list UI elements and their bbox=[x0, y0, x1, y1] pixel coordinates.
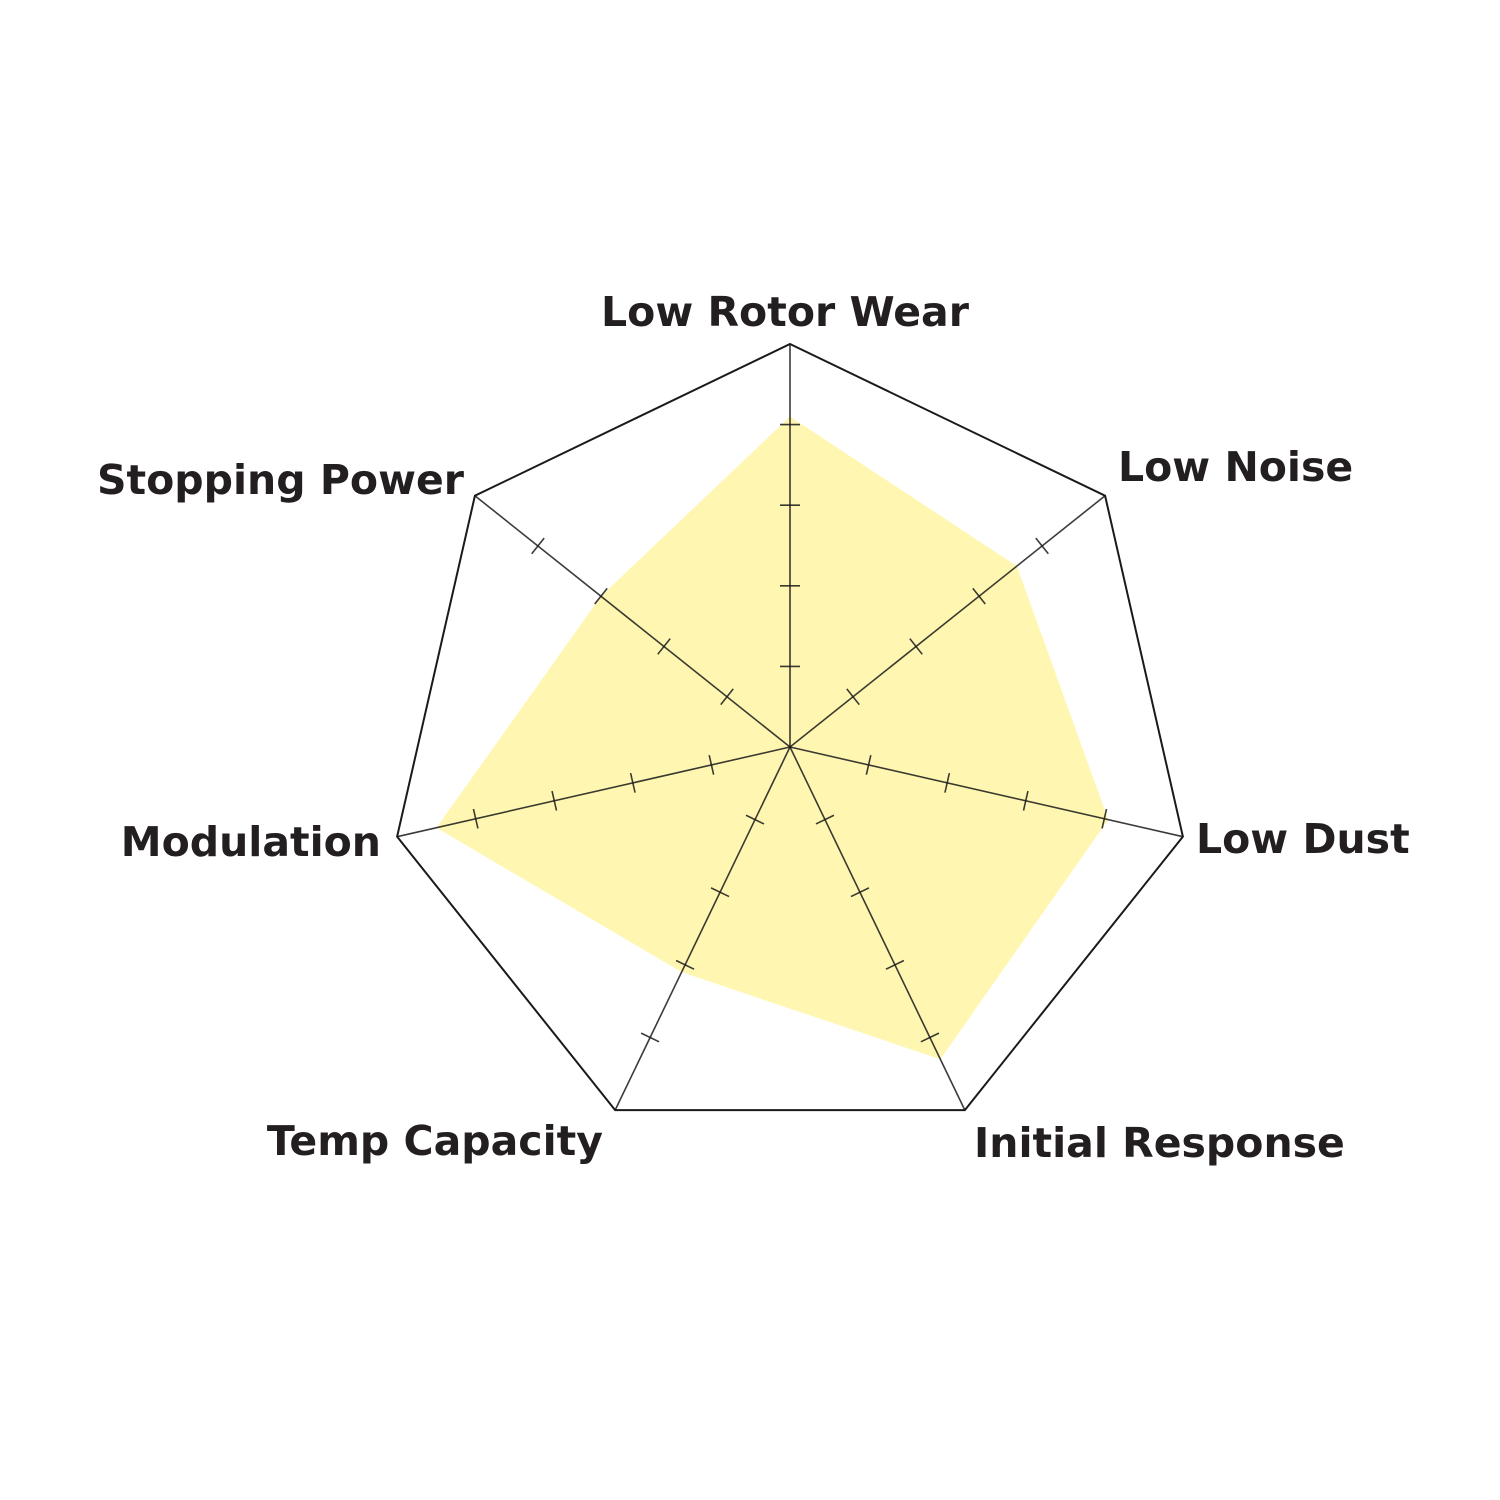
axis-tick bbox=[640, 1032, 660, 1043]
outer-polygon bbox=[396, 342, 1184, 1112]
axis-tick bbox=[745, 814, 765, 825]
axis-label: Temp Capacity bbox=[267, 1117, 603, 1165]
axis-tick bbox=[675, 959, 695, 970]
axis-label: Stopping Power bbox=[97, 456, 465, 504]
axis-line bbox=[614, 746, 791, 1111]
data-area bbox=[436, 416, 1109, 1060]
axis-tick bbox=[815, 814, 835, 825]
axis-line bbox=[789, 495, 1106, 748]
axis-tick bbox=[1022, 790, 1029, 811]
axis-tick bbox=[629, 772, 636, 793]
axis-tick bbox=[885, 959, 905, 970]
axis-tick bbox=[850, 887, 870, 898]
axis-tick bbox=[472, 808, 479, 829]
axis-tick bbox=[909, 638, 923, 655]
axis-tick bbox=[594, 587, 608, 605]
axis-tick bbox=[657, 638, 671, 655]
axis-label: Initial Response bbox=[974, 1119, 1345, 1167]
axis-tick bbox=[865, 755, 872, 775]
axis-line bbox=[789, 746, 966, 1111]
axis-tick bbox=[551, 790, 558, 811]
axis-tick bbox=[846, 688, 860, 706]
axis-tick bbox=[710, 887, 730, 898]
axis-tick bbox=[720, 688, 734, 706]
axis-line bbox=[789, 746, 1184, 838]
axis-line bbox=[474, 495, 791, 748]
axis-label: Low Rotor Wear bbox=[601, 288, 970, 336]
axis-tick bbox=[531, 537, 545, 555]
axis-line bbox=[396, 746, 791, 838]
axis-tick bbox=[708, 755, 715, 775]
axis-tick bbox=[944, 772, 951, 793]
axis-tick bbox=[1035, 537, 1049, 555]
axis-tick bbox=[972, 587, 986, 605]
axis-tick bbox=[1101, 808, 1108, 829]
axis-tick bbox=[920, 1032, 940, 1043]
axis-label: Modulation bbox=[121, 818, 381, 866]
axis-label: Low Noise bbox=[1118, 443, 1353, 491]
axis-label: Low Dust bbox=[1196, 815, 1410, 863]
